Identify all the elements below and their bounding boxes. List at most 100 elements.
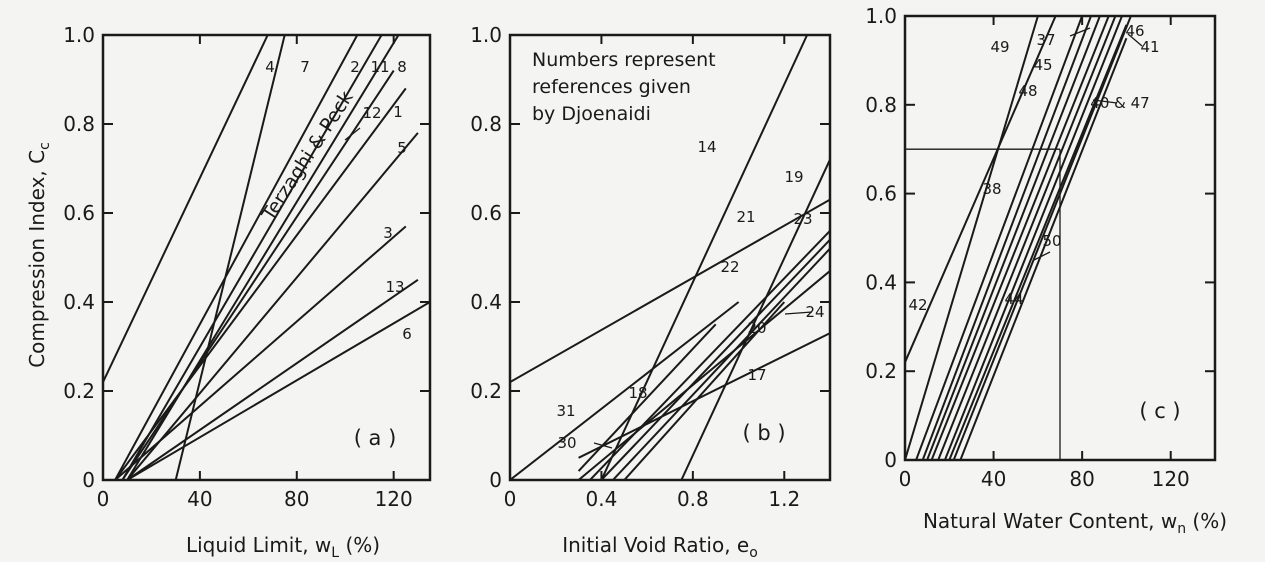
series-line-4: [103, 35, 269, 383]
series-label: 20: [747, 319, 766, 337]
series-label: 6: [402, 325, 412, 343]
series-label: 44: [1004, 290, 1023, 308]
series-line-6: [126, 301, 430, 480]
series-line-38: [930, 16, 1110, 460]
label-leader: [1092, 99, 1118, 104]
panel-label: ( c ): [1139, 399, 1180, 423]
series-label: 31: [556, 402, 575, 420]
series-label: 8: [397, 58, 407, 76]
x-axis-title: Initial Void Ratio, eo: [562, 533, 758, 561]
series-label: 45: [1033, 56, 1052, 74]
y-tick-label: 0.2: [470, 379, 502, 403]
series-line-14: [600, 35, 809, 480]
label-leader: [784, 311, 813, 315]
y-tick-label: 0.8: [63, 112, 95, 136]
series-line-17: [578, 332, 830, 459]
panel-label: ( b ): [742, 421, 785, 445]
series-label: 7: [300, 58, 310, 76]
y-tick-label: 0: [884, 448, 897, 472]
series-label: 48: [1018, 82, 1037, 100]
series-label: 2: [350, 58, 360, 76]
x-tick-label: 0: [97, 487, 110, 511]
y-axis-title: Compression Index, Cc: [25, 142, 53, 368]
series-line-22: [600, 239, 830, 480]
series-label: 24: [805, 303, 824, 321]
panel-label: ( a ): [354, 426, 397, 450]
series-line-40-47: [948, 24, 1128, 460]
series-line-46: [952, 16, 1132, 460]
series-label: 5: [397, 139, 407, 157]
series-label: 50: [1042, 232, 1061, 250]
series-line-50: [937, 16, 1117, 460]
series-label: 41: [1140, 38, 1159, 56]
annotation: Numbers represent: [532, 49, 716, 71]
y-tick-label: 0: [489, 468, 502, 492]
series-label: 18: [628, 384, 647, 402]
series-line-31: [510, 301, 740, 480]
series-label: 37: [1036, 31, 1055, 49]
x-tick-label: 1.2: [768, 487, 800, 511]
x-axis-title: Natural Water Content, wn (%): [923, 509, 1227, 537]
series-line-41: [959, 37, 1128, 460]
x-tick-label: 0: [504, 487, 517, 511]
label-leader: [1127, 33, 1143, 47]
plot-frame: [508, 33, 832, 482]
series-line-21: [510, 198, 830, 383]
annotation: references given: [532, 76, 691, 98]
series-line-11: [121, 35, 383, 480]
series-label: 38: [982, 180, 1001, 198]
series-label: 13: [385, 278, 404, 296]
y-tick-label: 1.0: [63, 23, 95, 47]
y-tick-label: 0.2: [865, 359, 897, 383]
annotation: by Djoenaidi: [532, 103, 651, 125]
x-tick-label: 0.8: [677, 487, 709, 511]
y-tick-label: 0.4: [63, 290, 95, 314]
label-leader: [593, 442, 613, 449]
plot-frame: [101, 33, 432, 482]
series-line-20: [577, 270, 830, 480]
x-tick-label: 80: [284, 487, 309, 511]
annotation: Terzaghi & Peck: [257, 87, 358, 225]
series-label: 40 & 47: [1090, 94, 1149, 112]
label-leader: [1069, 27, 1091, 37]
series-label: 11: [370, 58, 389, 76]
series-line-8: [126, 35, 400, 480]
series-label: 12: [362, 104, 381, 122]
y-tick-label: 0.6: [865, 182, 897, 206]
x-tick-label: 0.4: [586, 487, 618, 511]
y-tick-label: 0.8: [470, 112, 502, 136]
series-line-48: [926, 16, 1101, 460]
series-line-5: [126, 132, 419, 480]
x-tick-label: 40: [981, 467, 1006, 491]
series-label: 22: [720, 258, 739, 276]
y-tick-label: 1.0: [470, 23, 502, 47]
series-line-30: [623, 301, 786, 480]
y-tick-label: 0.4: [865, 270, 897, 294]
series-label: 1: [393, 103, 403, 121]
series-line-45: [921, 16, 1092, 460]
y-tick-label: 0.4: [470, 290, 502, 314]
x-tick-label: 80: [1069, 467, 1094, 491]
y-tick-label: 0.6: [63, 201, 95, 225]
y-tick-label: 1.0: [865, 4, 897, 28]
series-label: 17: [747, 366, 766, 384]
x-tick-label: 120: [1152, 467, 1190, 491]
series-label: 21: [736, 208, 755, 226]
y-tick-label: 0.2: [63, 379, 95, 403]
x-tick-label: 0: [899, 467, 912, 491]
y-tick-label: 0.8: [865, 93, 897, 117]
label-leader: [1033, 251, 1051, 261]
series-label: 30: [557, 434, 576, 452]
series-label: 19: [784, 168, 803, 186]
series-line-2: [114, 35, 359, 480]
series-line-37: [915, 16, 1084, 460]
label-leader: [344, 127, 361, 141]
series-label: 42: [908, 296, 927, 314]
series-line-12: [121, 70, 395, 480]
series-label: 4: [265, 58, 275, 76]
series-line-42: [905, 16, 1057, 363]
series-line-13: [126, 278, 419, 480]
series-line-3: [114, 225, 407, 480]
y-tick-label: 0.6: [470, 201, 502, 225]
